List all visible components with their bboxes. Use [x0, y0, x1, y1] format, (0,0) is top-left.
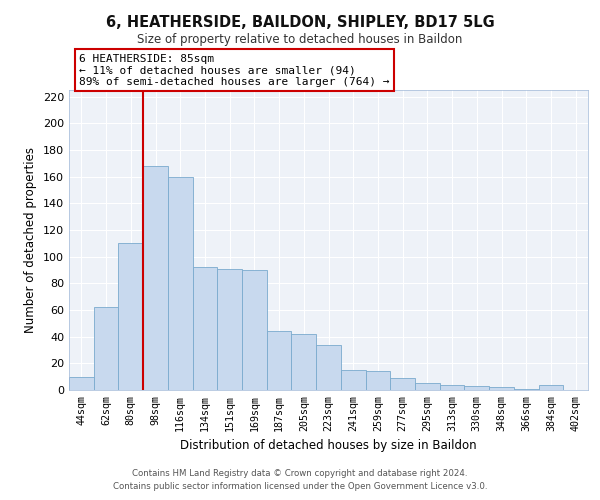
Bar: [217, 268, 242, 390]
Text: Contains HM Land Registry data © Crown copyright and database right 2024.: Contains HM Land Registry data © Crown c…: [132, 468, 468, 477]
Y-axis label: Number of detached properties: Number of detached properties: [25, 147, 37, 333]
Text: Contains public sector information licensed under the Open Government Licence v3: Contains public sector information licen…: [113, 482, 487, 491]
Text: Size of property relative to detached houses in Baildon: Size of property relative to detached ho…: [137, 32, 463, 46]
Bar: [94, 308, 118, 390]
Bar: [514, 388, 539, 390]
Bar: [440, 384, 464, 390]
Text: 6 HEATHERSIDE: 85sqm
← 11% of detached houses are smaller (94)
89% of semi-detac: 6 HEATHERSIDE: 85sqm ← 11% of detached h…: [79, 54, 390, 87]
Bar: [118, 244, 143, 390]
Bar: [365, 372, 390, 390]
Text: 6, HEATHERSIDE, BAILDON, SHIPLEY, BD17 5LG: 6, HEATHERSIDE, BAILDON, SHIPLEY, BD17 5…: [106, 15, 494, 30]
Bar: [267, 332, 292, 390]
Bar: [316, 344, 341, 390]
X-axis label: Distribution of detached houses by size in Baildon: Distribution of detached houses by size …: [180, 439, 477, 452]
Bar: [415, 384, 440, 390]
Bar: [464, 386, 489, 390]
Bar: [292, 334, 316, 390]
Bar: [69, 376, 94, 390]
Bar: [143, 166, 168, 390]
Bar: [242, 270, 267, 390]
Bar: [489, 388, 514, 390]
Bar: [539, 384, 563, 390]
Bar: [193, 268, 217, 390]
Bar: [341, 370, 365, 390]
Bar: [168, 176, 193, 390]
Bar: [390, 378, 415, 390]
